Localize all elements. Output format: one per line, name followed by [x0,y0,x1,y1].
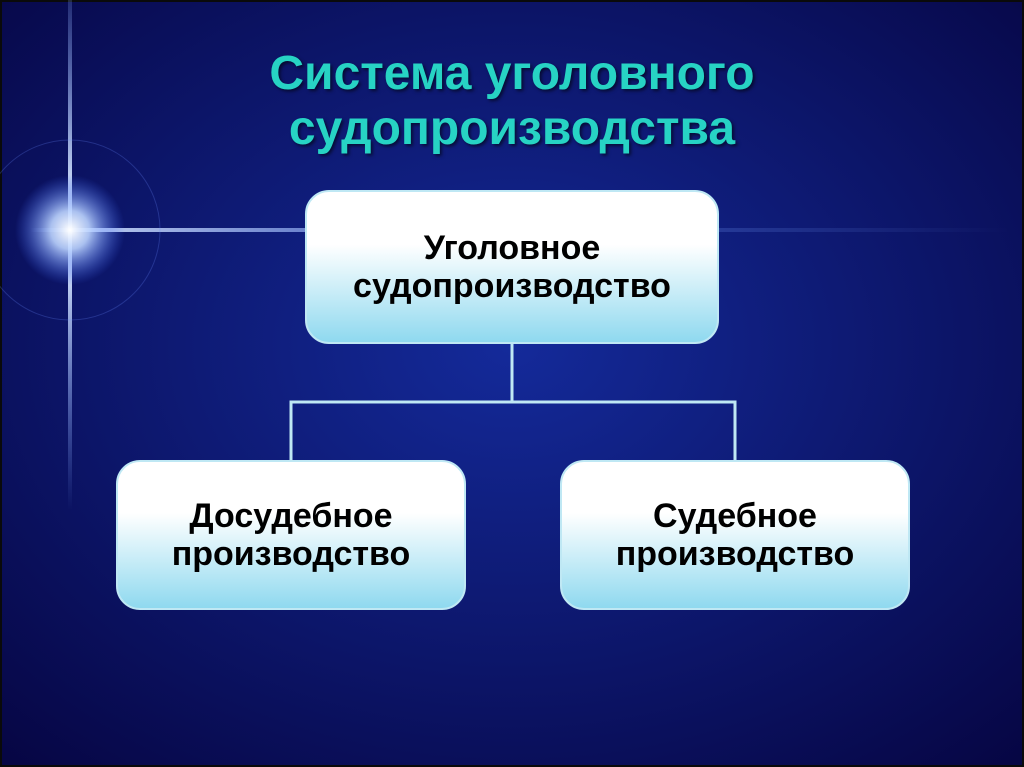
tree-node-left: Досудебное производство [116,460,466,610]
node-left-line1: Досудебное [189,497,392,535]
node-right-line2: производство [616,535,855,573]
node-root-line2: судопроизводство [353,267,671,305]
slide-title: Система уголовного судопроизводства [0,46,1024,156]
tree-node-right: Судебное производство [560,460,910,610]
title-line-1: Система уголовного [269,47,754,100]
title-line-2: судопроизводства [289,102,735,155]
slide: Система уголовного судопроизводства Угол… [0,0,1024,767]
node-left-line2: производство [172,535,411,573]
node-right-line1: Судебное [653,497,817,535]
node-root-line1: Уголовное [424,229,601,267]
tree-node-root: Уголовное судопроизводство [305,190,719,344]
